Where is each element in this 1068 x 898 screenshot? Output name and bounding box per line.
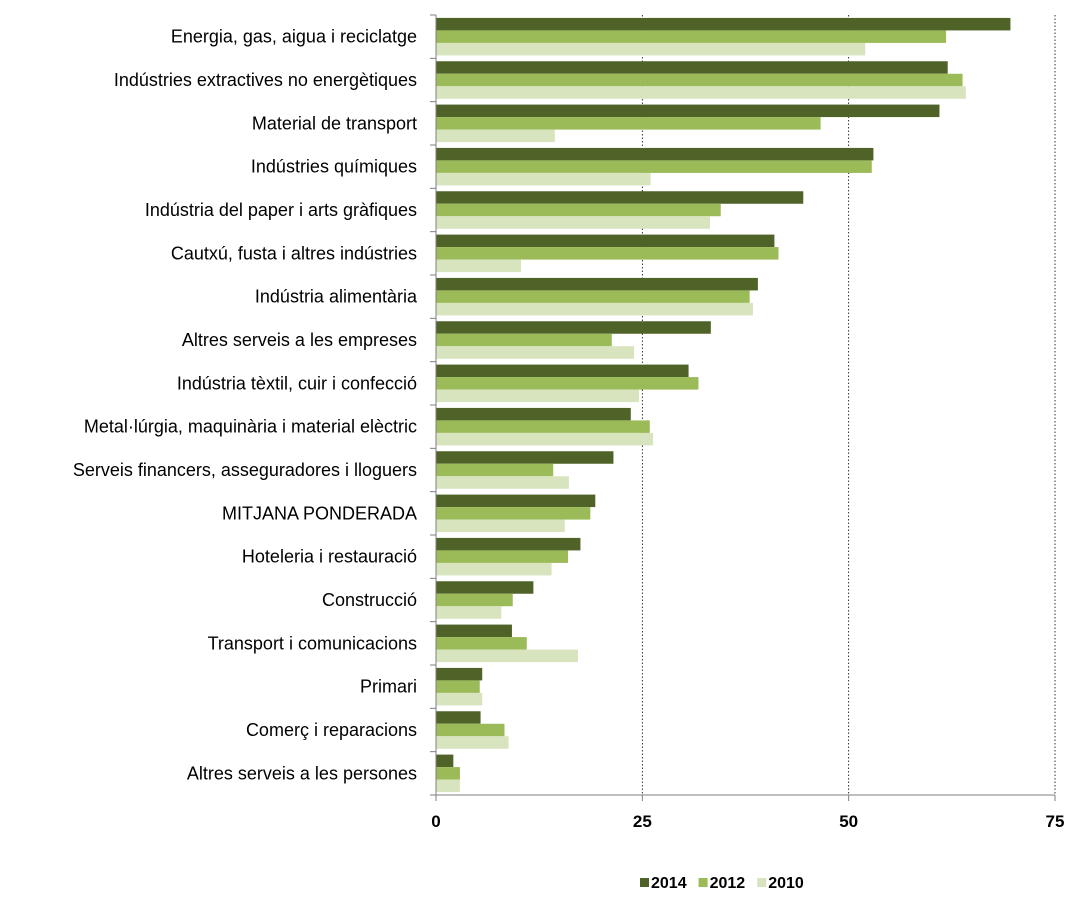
bar-2012-11 (436, 507, 591, 520)
bar-2014-6 (436, 277, 758, 291)
bar-2010-1 (436, 86, 966, 99)
x-tick-label: 75 (1046, 812, 1065, 831)
bar-2012-4 (436, 203, 721, 217)
category-labels: Energia, gas, aigua i reciclatge Indústri… (73, 27, 418, 784)
bar-2012-12 (436, 550, 569, 563)
bar-2014-2 (436, 104, 940, 118)
bar-2010-10 (436, 476, 569, 489)
bar-2012-0 (436, 30, 947, 43)
bar-2014-17 (436, 754, 454, 768)
bar-2010-11 (436, 519, 565, 533)
legend-swatch-2012 (698, 878, 708, 887)
bar-2012-15 (436, 680, 480, 693)
category-label: Construcció (322, 590, 417, 610)
bar-2012-14 (436, 637, 527, 650)
category-label: Indústria del paper i arts gràfiques (145, 200, 417, 220)
category-label: Energia, gas, aigua i reciclatge (171, 27, 417, 47)
bar-2014-7 (436, 321, 711, 334)
bar-2014-14 (436, 624, 512, 638)
bar-2010-0 (436, 42, 866, 56)
bar-2014-3 (436, 147, 874, 161)
bar-2010-5 (436, 259, 522, 273)
category-label: MITJANA PONDERADA (222, 503, 417, 523)
bar-2012-17 (436, 767, 460, 780)
bar-2014-11 (436, 494, 596, 508)
bar-2014-0 (436, 17, 1011, 31)
category-label: Indústries extractives no energètiques (114, 70, 417, 90)
x-tick-label: 25 (633, 812, 652, 831)
bar-2014-8 (436, 364, 689, 378)
category-label: Serveis financers, asseguradores i llogu… (73, 460, 417, 480)
bar-2010-6 (436, 302, 753, 316)
x-tick-labels: 0 25 50 75 (431, 812, 1064, 831)
legend-label: 2010 (768, 875, 804, 892)
axes (430, 14, 1056, 801)
category-label: Hoteleria i restauració (242, 547, 417, 567)
bar-2012-2 (436, 117, 821, 130)
legend-swatch-2010 (757, 878, 767, 887)
bar-2014-1 (436, 61, 948, 74)
category-label: Altres serveis a les empreses (182, 330, 417, 350)
bar-2014-5 (436, 234, 775, 248)
category-label: Indústries químiques (251, 157, 417, 177)
bar-2014-10 (436, 451, 614, 464)
bar-2010-12 (436, 562, 552, 576)
bar-2012-9 (436, 420, 650, 433)
bar-2012-5 (436, 247, 779, 260)
bar-2014-4 (436, 191, 804, 204)
bar-2010-13 (436, 606, 502, 619)
bar-2010-3 (436, 172, 651, 186)
legend-swatch-2014 (640, 878, 649, 887)
bar-2010-15 (436, 692, 483, 706)
bars (436, 17, 1011, 793)
legend: 2014 2012 2010 (640, 875, 804, 892)
x-tick-label: 50 (839, 812, 858, 831)
bar-2010-4 (436, 216, 711, 229)
bar-2010-2 (436, 129, 555, 143)
category-label: Primari (360, 677, 417, 697)
bar-2014-12 (436, 537, 581, 551)
bar-2014-15 (436, 667, 483, 681)
bar-2012-6 (436, 290, 750, 303)
bar-2010-8 (436, 389, 640, 403)
category-label: Material de transport (252, 113, 417, 133)
category-label: Indústria tèxtil, cuir i confecció (177, 373, 417, 393)
bar-2012-7 (436, 333, 612, 347)
gridlines (641, 15, 1056, 795)
bar-2012-13 (436, 593, 513, 607)
category-label: Comerç i reparacions (246, 720, 417, 740)
bar-2014-16 (436, 711, 481, 724)
category-label: Metal·lúrgia, maquinària i material elèc… (84, 417, 417, 437)
bar-2010-7 (436, 346, 635, 359)
bar-2012-16 (436, 723, 505, 737)
bar-2012-1 (436, 73, 963, 87)
bar-2010-16 (436, 736, 509, 749)
category-label: Altres serveis a les persones (187, 763, 417, 783)
legend-label: 2014 (651, 875, 687, 892)
x-tick-label: 0 (431, 812, 440, 831)
legend-label: 2012 (710, 875, 746, 892)
bar-2012-8 (436, 377, 699, 390)
category-label: Cautxú, fusta i altres indústries (171, 243, 417, 263)
bar-2010-14 (436, 649, 578, 663)
bar-2014-9 (436, 407, 631, 421)
bar-2012-10 (436, 463, 554, 477)
bar-2010-9 (436, 432, 654, 446)
bar-2010-17 (436, 779, 460, 793)
category-label: Transport i comunicacions (208, 633, 417, 653)
bar-2012-3 (436, 160, 872, 173)
bar-2014-13 (436, 581, 534, 594)
category-label: Indústria alimentària (255, 287, 418, 307)
